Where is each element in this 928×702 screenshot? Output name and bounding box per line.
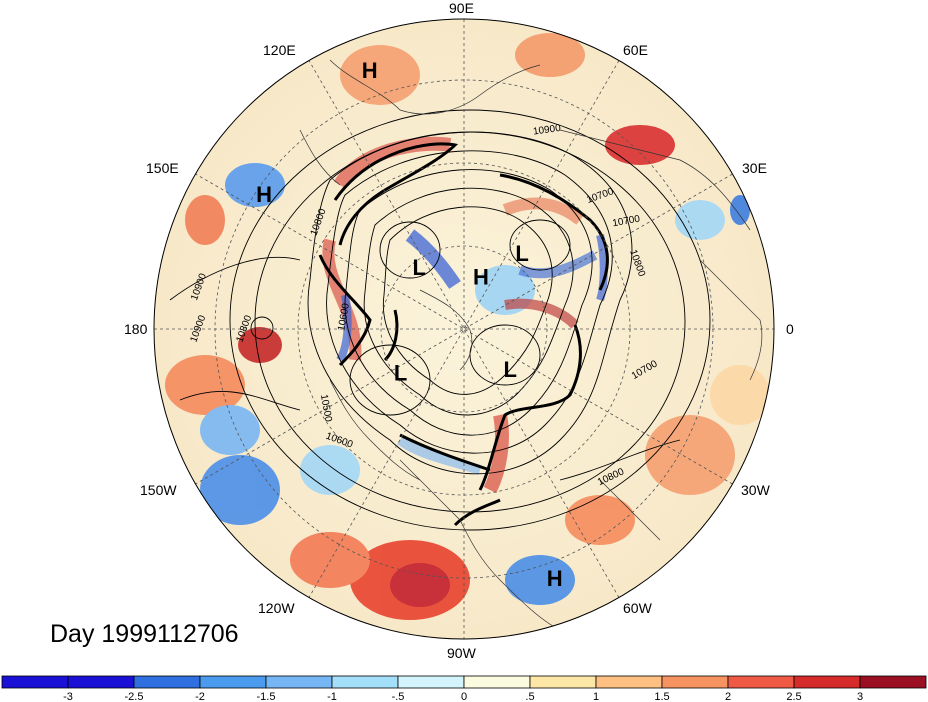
colorbar-tick-label: 1.5: [654, 691, 669, 702]
colorbar-tick-label: 0: [461, 691, 467, 702]
lon-label-120w: 120W: [258, 600, 295, 616]
lon-label-180: 180: [124, 321, 148, 337]
pressure-centers: H H L H L L L H: [256, 58, 562, 591]
lon-label-120e: 120E: [263, 42, 296, 58]
colorbar-swatch: [859, 675, 927, 689]
lon-label-60e: 60E: [623, 42, 648, 58]
lon-label-150e: 150E: [146, 160, 179, 176]
contour-label: 10700: [612, 214, 642, 230]
colorbar-swatch: [331, 675, 399, 689]
lon-label-30w: 30W: [741, 482, 771, 498]
low-pressure-label: L: [394, 360, 407, 385]
colorbar-tick-label: -.5: [392, 691, 405, 702]
colorbar-swatch: [1, 675, 69, 689]
colorbar-swatch: [595, 675, 663, 689]
high-pressure-label: H: [256, 182, 272, 207]
low-pressure-label: L: [515, 241, 528, 266]
anomaly-field: [165, 33, 770, 620]
colorbar-swatch: [727, 675, 795, 689]
colorbar-tick-label: 2: [725, 691, 731, 702]
colorbar-tick-label: -3: [63, 691, 73, 702]
graticule: [154, 19, 774, 639]
map-disk: [154, 19, 774, 639]
jet-contours: [318, 142, 609, 527]
lon-label-0: 0: [786, 321, 794, 337]
colorbar-tick-label: -2.5: [125, 691, 144, 702]
colorbar-tick-label: -2: [195, 691, 205, 702]
contour-label: 10900: [532, 123, 562, 138]
high-pressure-label: H: [547, 566, 563, 591]
low-pressure-label: L: [413, 255, 426, 280]
colorbar-swatch: [793, 675, 861, 689]
lon-label-60w: 60W: [623, 600, 653, 616]
contour-label: 10500: [318, 393, 334, 423]
map-border: [153, 18, 775, 640]
low-pressure-label: L: [503, 357, 516, 382]
colorbar-swatch: [463, 675, 531, 689]
lon-label-150w: 150W: [140, 482, 177, 498]
high-pressure-label: H: [362, 58, 378, 83]
colorbar-swatch: [529, 675, 597, 689]
contour-label: 10600: [336, 302, 352, 332]
lon-label-90e: 90E: [449, 0, 474, 16]
longitude-labels: 90E 60E 30E 0 30W 60W 90W 120W 150W 180 …: [124, 0, 794, 661]
colorbar: -3 -2.5 -2 -1.5 -1 -.5 0 .5 1 1.5 2 2.5 3: [1, 675, 927, 702]
colorbar-tick-label: 3: [857, 691, 863, 702]
colorbar-swatch: [199, 675, 267, 689]
colorbar-tick-label: 1: [593, 691, 599, 702]
high-pressure-label: H: [473, 265, 489, 290]
colorbar-tick-label: 2.5: [786, 691, 801, 702]
lon-label-30e: 30E: [742, 160, 767, 176]
lon-label-90w: 90W: [447, 645, 477, 661]
colorbar-tick-label: -1.5: [257, 691, 276, 702]
colorbar-swatch: [397, 675, 465, 689]
colorbar-swatch: [661, 675, 729, 689]
colorbar-swatch: [67, 675, 135, 689]
colorbar-tick-label: .5: [525, 691, 534, 702]
coastlines: [299, 59, 763, 631]
day-title: Day 1999112706: [50, 620, 239, 648]
colorbar-swatch: [265, 675, 333, 689]
colorbar-tick-label: -1: [327, 691, 337, 702]
colorbar-swatch: [133, 675, 201, 689]
